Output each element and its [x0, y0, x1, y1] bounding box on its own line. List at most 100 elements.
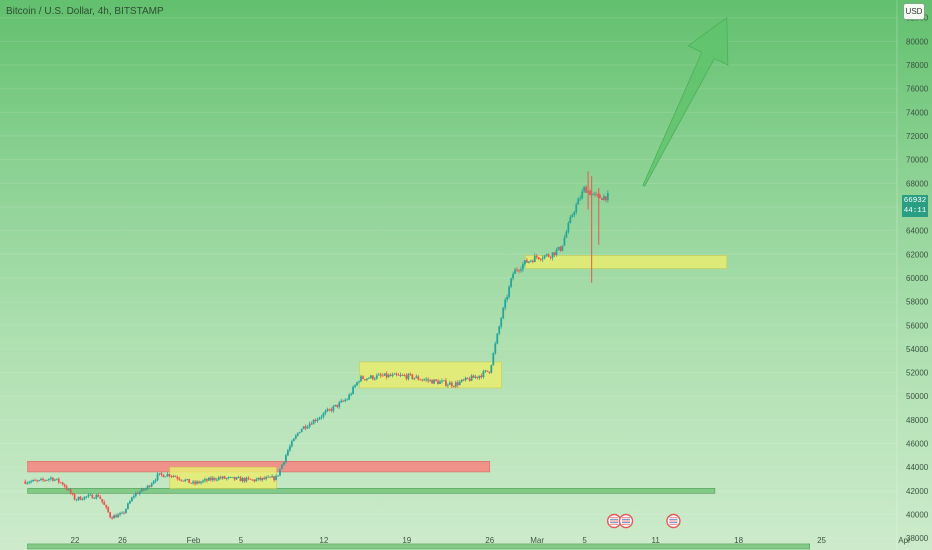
candle-body — [241, 478, 244, 482]
candle-body — [300, 429, 303, 432]
candle-body — [601, 198, 603, 200]
candle-body — [24, 481, 27, 484]
symbol-title[interactable]: Bitcoin / U.S. Dollar, 4h, BITSTAMP — [6, 6, 164, 17]
candle-body — [360, 376, 362, 382]
candle-body — [569, 216, 572, 224]
price-tick-label: 80000 — [906, 37, 929, 46]
candle-body — [57, 478, 60, 483]
candle-body — [435, 379, 437, 381]
candle-body — [379, 374, 382, 376]
candle-body — [367, 378, 370, 379]
candle-body — [196, 481, 198, 484]
candle-body — [498, 326, 501, 334]
candle-body — [251, 479, 254, 481]
candle-body — [105, 504, 108, 508]
time-tick-label: Mar — [530, 536, 544, 545]
time-tick-label: 18 — [734, 536, 743, 545]
candle-body — [206, 479, 208, 481]
candle-body — [158, 473, 161, 475]
candle-body — [334, 404, 337, 407]
time-tick-label: 19 — [402, 536, 411, 545]
candle-body — [170, 476, 173, 477]
candle-body — [164, 476, 167, 478]
candle-body — [101, 498, 104, 503]
candle-body — [113, 515, 116, 519]
candlesticks — [24, 171, 609, 520]
time-axis[interactable]: 22 26 Feb 5 12 19 26 Mar 5 11 18 25 Apr — [71, 536, 912, 545]
price-tick-label: 70000 — [906, 156, 929, 165]
candle-body — [448, 382, 451, 385]
candle-body — [140, 488, 143, 492]
candle-body — [427, 379, 430, 381]
candle-body — [261, 477, 264, 480]
candle-body — [194, 481, 196, 484]
candle-body — [478, 375, 481, 378]
candle-body — [500, 318, 503, 327]
candle-body — [395, 373, 398, 375]
candle-body — [172, 476, 175, 477]
candle-body — [381, 375, 384, 377]
bar-countdown: 44:11 — [903, 207, 927, 215]
candle-body — [338, 402, 341, 407]
candle-body — [543, 255, 546, 259]
candle-body — [524, 260, 526, 265]
candle-body — [69, 489, 72, 494]
candle-body — [63, 484, 66, 487]
candle-body — [269, 476, 272, 478]
candle-body — [348, 394, 351, 400]
currency-button[interactable]: USD — [903, 3, 925, 20]
candle-body — [97, 494, 100, 497]
candle-body — [202, 480, 204, 482]
candle-body — [136, 493, 139, 494]
candle-body — [275, 476, 277, 481]
candle-body — [387, 374, 390, 378]
candle-body — [573, 212, 576, 215]
candle-body — [213, 477, 216, 480]
candle-body — [178, 478, 181, 480]
candle-body — [237, 477, 240, 479]
candle-body — [490, 365, 493, 373]
candle-body — [585, 186, 588, 193]
event-markers[interactable] — [606, 513, 681, 529]
candle-body — [549, 256, 552, 258]
candle-body — [107, 507, 110, 513]
candle-body — [243, 478, 246, 482]
candle-body — [537, 257, 540, 259]
level-line — [27, 543, 810, 550]
candle-body — [322, 413, 325, 417]
candle-body — [225, 478, 228, 479]
candle-body — [458, 381, 461, 386]
candle-body — [318, 417, 321, 420]
candle-body — [604, 196, 607, 201]
candle-body — [208, 477, 210, 481]
candle-body — [468, 378, 471, 381]
candle-body — [154, 480, 157, 482]
candle-body — [91, 494, 94, 499]
price-tick-label: 40000 — [906, 511, 929, 520]
price-axis[interactable]: 38000 40000 42000 44000 46000 48000 50000 52000… — [896, 0, 929, 550]
candle-body — [389, 374, 392, 376]
candle-body — [296, 433, 299, 436]
candle-body — [516, 269, 518, 271]
candle-body — [356, 382, 358, 386]
candle-body — [326, 409, 329, 412]
candle-body — [182, 480, 185, 482]
candle-body — [42, 478, 44, 480]
candle-body — [229, 477, 232, 478]
support-zone — [524, 255, 728, 269]
price-tick-label: 58000 — [906, 298, 929, 307]
price-tick-label: 64000 — [906, 227, 929, 236]
candle-body — [531, 260, 534, 263]
candle-body — [146, 485, 149, 489]
candle-body — [535, 255, 538, 258]
candle-body — [32, 479, 35, 482]
candle-body — [567, 223, 570, 232]
candle-body — [95, 494, 98, 499]
candle-body — [85, 496, 88, 498]
candle-body — [87, 494, 90, 497]
time-tick-label: 25 — [817, 536, 826, 545]
candle-body — [529, 260, 532, 262]
candle-body — [484, 370, 487, 372]
